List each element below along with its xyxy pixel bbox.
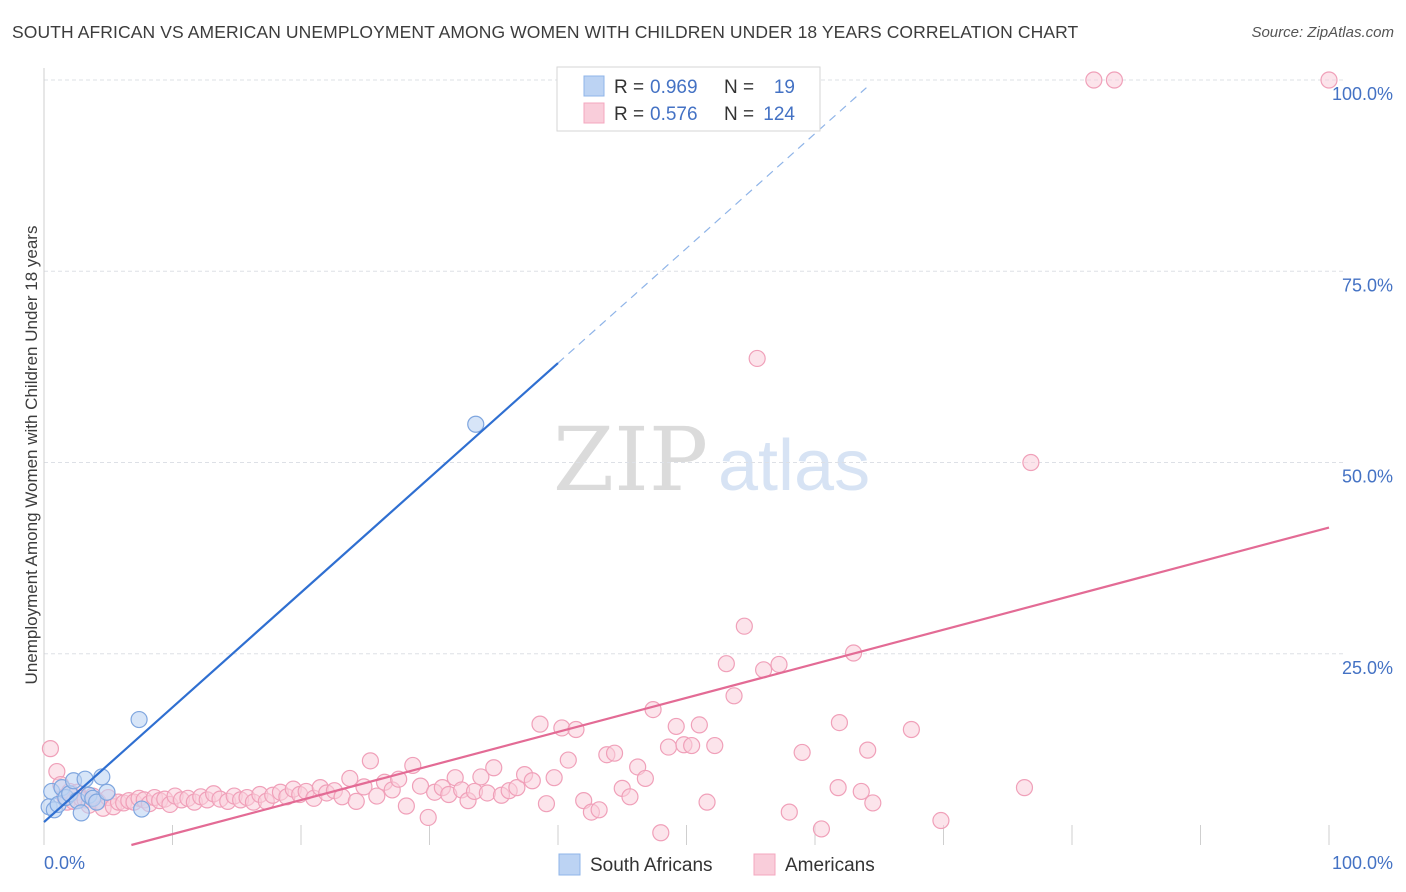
south-africans-point [130,710,148,729]
americans-point [361,752,379,770]
americans-point [852,782,870,801]
americans-point [652,824,670,842]
americans-point [812,820,831,838]
americans-point [793,743,811,762]
americans-point [472,768,490,786]
americans-point [523,772,541,790]
x-tick-label: 0.0% [44,853,85,873]
legend-n-label: N = [724,77,754,98]
watermark-zip: ZIP [553,408,708,511]
americans-point [770,655,788,674]
gridlines [44,79,1345,655]
y-tick-label: 100.0% [1332,84,1393,104]
americans-point [748,349,766,368]
americans-point [690,716,708,734]
americans-point [698,793,716,811]
chart-title: SOUTH AFRICAN VS AMERICAN UNEMPLOYMENT A… [12,22,1079,42]
legend-swatch-americans [583,102,605,124]
americans-point [932,811,950,830]
trend-lines [43,87,1330,847]
south-africans-point [133,800,151,818]
americans-point [419,808,437,827]
americans-point [531,715,549,733]
south-africans-point [98,783,116,801]
americans-point [605,744,624,762]
americans-point [545,769,563,787]
americans-point [1320,71,1338,89]
legend-r-value-south-africans: 0.969 [650,77,698,98]
bottom-legend: South Africans Americans [558,853,875,876]
americans-point [559,751,577,769]
americans-point [1105,71,1124,89]
americans-point [341,769,359,788]
americans-point [590,801,608,819]
americans-point [780,803,798,821]
americans-point [1085,71,1103,89]
americans-point [508,779,526,797]
watermark-atlas: atlas [718,426,870,506]
americans-point [347,792,365,810]
legend-n-label: N = [724,104,754,125]
legend-box: R = 0.969 N = 19 R = 0.576 N = 124 [556,66,821,132]
americans-point [368,787,386,805]
source-credit: Source: ZipAtlas.com [1251,24,1394,41]
watermark: ZIP atlas [553,408,870,511]
legend-n-value-south-africans: 19 [774,77,795,98]
americans-point [829,779,847,797]
americans-point [485,759,503,777]
americans-point [1022,453,1040,472]
americans-point [478,784,496,802]
americans-point [717,655,735,673]
americans-point [902,720,920,739]
series-south-africans [40,415,485,822]
americans-point [830,713,849,732]
americans-trend-line [131,526,1330,847]
americans-point [1015,779,1034,797]
series-americans [41,71,1338,842]
americans-point [725,687,743,705]
americans-point [859,741,877,759]
y-tick-label: 75.0% [1342,275,1393,295]
bottom-legend-label-americans[interactable]: Americans [785,855,875,876]
y-axis-label: Unemployment Among Women with Children U… [22,226,41,685]
legend-r-label: R = [614,104,644,125]
bottom-legend-swatch-americans[interactable] [753,853,776,876]
americans-point [41,740,60,758]
south-africans-point [88,793,106,811]
americans-point [397,797,415,815]
americans-point [706,736,724,755]
americans-point [667,717,685,736]
americans-point [735,617,753,635]
americans-point [537,795,556,813]
americans-point [644,700,662,719]
americans-point [864,794,882,812]
legend-swatch-south-africans [583,75,605,97]
americans-point [636,769,654,788]
bottom-legend-label-south-africans[interactable]: South Africans [590,855,713,876]
legend-r-value-americans: 0.576 [650,104,698,125]
south-africans-point [72,804,90,822]
americans-point [683,736,701,755]
americans-point [411,777,430,795]
south-africans-trend-line [43,362,559,823]
americans-point [659,738,678,756]
legend-n-value-americans: 124 [763,104,795,125]
bottom-legend-swatch-south-africans[interactable] [558,853,581,876]
x-tick-label: 100.0% [1332,853,1393,873]
south-africans-point [467,415,485,433]
legend-r-label: R = [614,77,644,98]
americans-point [621,788,639,806]
americans-point [553,719,571,737]
y-tick-label: 25.0% [1342,658,1393,678]
y-tick-label: 50.0% [1342,467,1393,487]
